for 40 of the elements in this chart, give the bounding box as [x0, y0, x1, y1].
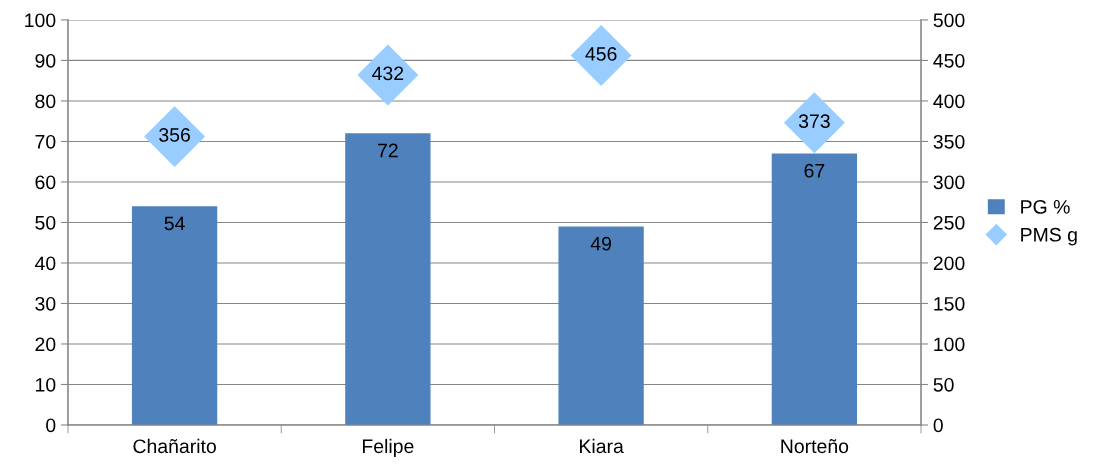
y2-tick-label: 0 — [933, 418, 943, 433]
x-tick-label: Kiara — [580, 438, 624, 454]
y2-tick-label: 350 — [933, 134, 965, 149]
y2-tick-label: 300 — [933, 175, 965, 190]
x-tick-label: Chañarito — [133, 438, 216, 454]
legend-label: PG % — [1021, 199, 1070, 214]
y-tick-label: 80 — [35, 94, 56, 109]
y-tick-label: 0 — [46, 418, 56, 433]
y-tick-label: 20 — [35, 337, 56, 352]
data-label: 373 — [798, 114, 830, 129]
y-tick-label: 60 — [35, 175, 56, 190]
y2-tick-label: 200 — [933, 256, 965, 271]
y-tick-label: 10 — [36, 377, 56, 392]
y-tick-label: 100 — [25, 13, 56, 28]
data-label: 72 — [378, 143, 398, 158]
x-tick-label: Norteño — [781, 439, 849, 454]
legend-label: PMS g — [1021, 227, 1077, 246]
y2-tick-label: 400 — [933, 94, 965, 109]
data-label: 432 — [372, 66, 404, 81]
data-label: 54 — [164, 216, 185, 231]
y2-tick-label: 500 — [933, 13, 965, 28]
y-tick-label: 50 — [35, 215, 56, 230]
data-label: 356 — [159, 128, 190, 142]
bar — [345, 133, 431, 425]
y2-tick-label: 100 — [934, 337, 965, 352]
y2-tick-label: 50 — [933, 377, 954, 392]
y-tick-label: 30 — [35, 296, 56, 311]
bar — [558, 226, 644, 425]
data-label: 456 — [585, 47, 617, 61]
y2-tick-label: 450 — [933, 53, 965, 68]
bar — [771, 153, 858, 425]
y-tick-label: 70 — [35, 134, 56, 149]
y-tick-label: 40 — [34, 256, 56, 271]
y2-tick-label: 150 — [934, 296, 965, 311]
x-tick-label: Felipe — [362, 438, 414, 457]
y-tick-label: 90 — [35, 53, 56, 68]
bar — [131, 206, 218, 425]
y2-tick-label: 250 — [933, 215, 965, 230]
data-label: 49 — [590, 236, 612, 251]
data-label: 67 — [804, 163, 825, 178]
